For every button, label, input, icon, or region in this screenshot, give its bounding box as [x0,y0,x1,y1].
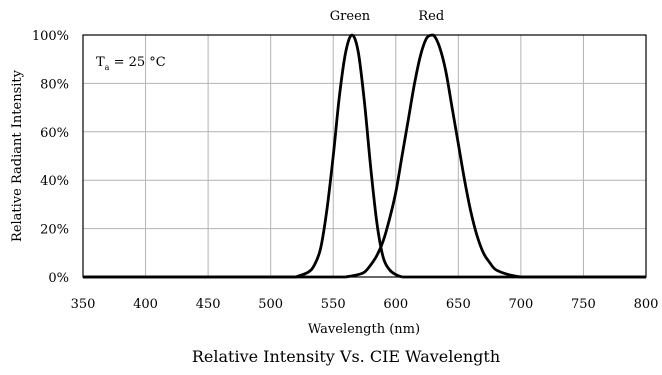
series-line-red [345,33,522,279]
series-group [83,33,646,279]
x-tick-label: 700 [508,297,533,312]
y-tick-label: 20% [40,223,69,238]
y-tick-label: 40% [40,174,69,189]
y-tick-label: 80% [40,77,69,92]
x-tick-label: 350 [71,297,96,312]
y-axis-label: Relative Radiant Intensity [10,69,25,242]
y-tick-labels: 0% 20% 40% 60% 80% 100% [32,29,69,286]
y-tick-label: 60% [40,126,69,141]
x-tick-label: 500 [258,297,283,312]
series-labels: Green Red [330,9,444,24]
x-tick-label: 600 [383,297,408,312]
x-tick-label: 800 [634,297,659,312]
grid-lines [82,34,647,278]
x-tick-label: 400 [133,297,158,312]
annotation-main: T [96,55,105,70]
annotation-subscript: a [105,63,110,72]
series-label-red: Red [418,9,444,24]
x-tick-labels: 350 400 450 500 550 600 650 700 750 800 [71,297,659,312]
chart-title: Relative Intensity Vs. CIE Wavelength [192,347,500,366]
y-tick-label: 0% [48,271,69,286]
x-tick-label: 650 [446,297,471,312]
x-axis-label: Wavelength (nm) [308,322,420,337]
x-tick-label: 750 [571,297,596,312]
annotation-rest: = 25 °C [109,55,165,70]
temperature-annotation: Ta = 25 °C [96,55,166,72]
series-line-green [295,33,403,279]
plot-frame [82,34,647,278]
x-tick-label: 450 [196,297,221,312]
y-tick-label: 100% [32,29,69,44]
series-label-green: Green [330,9,371,24]
x-tick-label: 550 [321,297,346,312]
